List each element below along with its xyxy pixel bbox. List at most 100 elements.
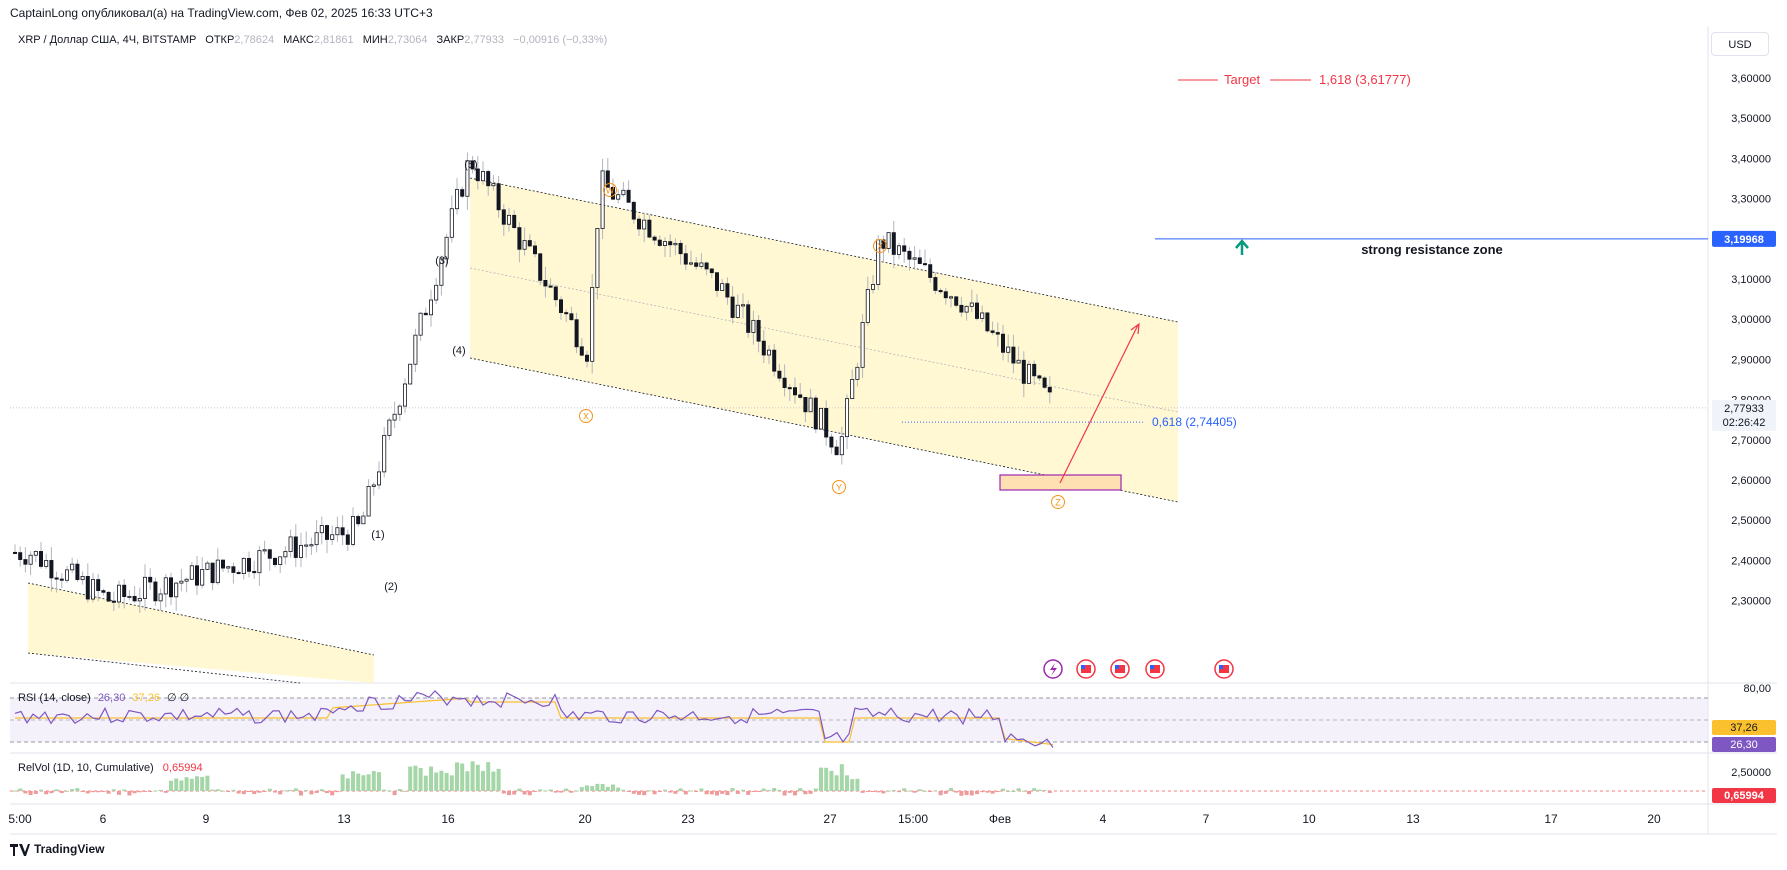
candle-down	[324, 525, 329, 540]
relvol-bar-down	[1027, 791, 1031, 795]
candle-up	[44, 560, 49, 567]
relvol-bar-up	[465, 771, 470, 791]
candle-down	[834, 446, 839, 456]
relvol-bar-up	[486, 762, 491, 791]
relvol-bar-up	[813, 788, 818, 791]
relvol-bar-up	[283, 790, 288, 792]
countdown-text: 02:26:42	[1723, 417, 1766, 429]
candle-down	[423, 312, 428, 316]
candle-up	[418, 312, 423, 336]
candle-up	[595, 228, 600, 288]
relvol-bar-up	[153, 790, 158, 792]
candle-down	[267, 549, 272, 559]
candle-up	[1006, 346, 1011, 353]
relvol-bar-up	[777, 789, 782, 791]
candle-down	[1047, 386, 1052, 393]
candle-up	[215, 559, 220, 584]
relvol-bar-down	[527, 791, 532, 796]
relvol-bar-up	[366, 774, 371, 791]
relvol-legend[interactable]: RelVol (1D, 10, Cumulative) 0,65994	[18, 762, 203, 774]
candle-down	[533, 245, 538, 255]
candle-down	[168, 577, 173, 598]
candle-down	[39, 551, 44, 567]
candle-down	[486, 171, 491, 187]
time-tick: 6	[100, 812, 107, 826]
relvol-bar-up	[585, 785, 589, 791]
relvol-bar-down	[49, 791, 54, 794]
projection-line	[1059, 324, 1139, 484]
rsi-legend[interactable]: RSI (14, close) 26,30 37,26 ∅ ∅	[18, 691, 189, 704]
relvol-bar-down	[117, 791, 121, 795]
lower-channel-bottom	[27, 652, 301, 684]
candle-down	[1042, 377, 1047, 388]
time-scale[interactable]: 5:00 6 9 13 16 20 23 27 15:00 Фев 4 7 10 13 17 20	[8, 812, 1661, 826]
relvol-bar-down	[709, 791, 714, 795]
candle-up	[897, 245, 902, 255]
candle-down	[517, 227, 522, 250]
relvol-bar-down	[642, 791, 647, 796]
candle-down	[683, 253, 688, 265]
us-flag-stripes-icon	[1115, 665, 1125, 673]
candle-up	[382, 435, 387, 473]
relvol-bar-up	[205, 775, 210, 791]
relvol-bar-up	[122, 789, 127, 791]
time-tick: 20	[578, 812, 592, 826]
candle-down	[210, 562, 215, 584]
candle-down	[574, 319, 579, 348]
relvol-bar-up	[449, 775, 454, 791]
candle-down	[626, 189, 631, 203]
currency-button[interactable]: USD	[1711, 32, 1769, 56]
rsi-layer	[10, 690, 1708, 748]
corrective-circle	[579, 409, 593, 423]
relvol-bar-down	[226, 791, 231, 793]
candle-up	[314, 532, 319, 546]
candle-down	[917, 257, 922, 264]
relvol-bar-down	[148, 791, 153, 792]
relvol-bar-down	[897, 791, 901, 793]
relvol-bar-down	[657, 791, 662, 792]
tradingview-footer[interactable]: TradingView	[10, 842, 104, 856]
candle-up	[184, 578, 189, 582]
relvol-bar-down	[44, 791, 49, 795]
relvol-bar-down	[314, 791, 319, 793]
candle-down	[746, 304, 751, 333]
rsi-legend-value: 26,30	[97, 692, 126, 704]
time-tick: 13	[337, 812, 351, 826]
time-tick: 13	[1406, 812, 1420, 826]
relvol-bar-down	[533, 791, 537, 792]
candle-down	[460, 189, 465, 197]
relvol-bar-down	[631, 791, 636, 794]
candle-up	[449, 208, 454, 238]
relvol-bar-up	[439, 770, 444, 791]
candle-down	[715, 272, 720, 291]
events-layer[interactable]	[1043, 659, 1234, 679]
relvol-bar-up	[574, 790, 579, 792]
lower-channel-top	[27, 582, 375, 656]
relvol-bar-down	[912, 791, 917, 793]
candle-down	[902, 245, 907, 252]
price-scale[interactable]: 3,600003,500003,400003,300003,200003,100…	[1712, 73, 1776, 803]
corrective-label-5: Z	[1055, 498, 1061, 508]
relvol-bar-down	[746, 791, 751, 795]
relvol-bar-up	[429, 766, 433, 791]
candle-down	[1037, 375, 1042, 379]
candle-up	[1016, 359, 1021, 364]
relvol-bar-down	[91, 791, 95, 793]
us-flag-stripes-icon	[1150, 665, 1160, 673]
relvol-bar-up	[548, 789, 553, 791]
relvol-bar-up	[200, 776, 205, 791]
relvol-bar-up	[767, 790, 771, 792]
candle-down	[694, 262, 699, 267]
wave-label-3: (3)	[435, 255, 448, 267]
relvol-bar-down	[559, 791, 563, 793]
relvol-bar-up	[850, 779, 855, 791]
time-tick: 7	[1203, 812, 1210, 826]
symbol-title[interactable]: XRP / Доллар США, 4Ч, BITSTAMP	[18, 34, 197, 46]
relvol-bar-down	[28, 791, 33, 795]
relvol-bar-down	[943, 791, 948, 794]
relvol-bar-down	[928, 791, 933, 792]
candle-down	[231, 566, 236, 573]
candle-down	[340, 527, 345, 536]
candle-down	[548, 285, 553, 288]
candle-down	[923, 263, 928, 266]
